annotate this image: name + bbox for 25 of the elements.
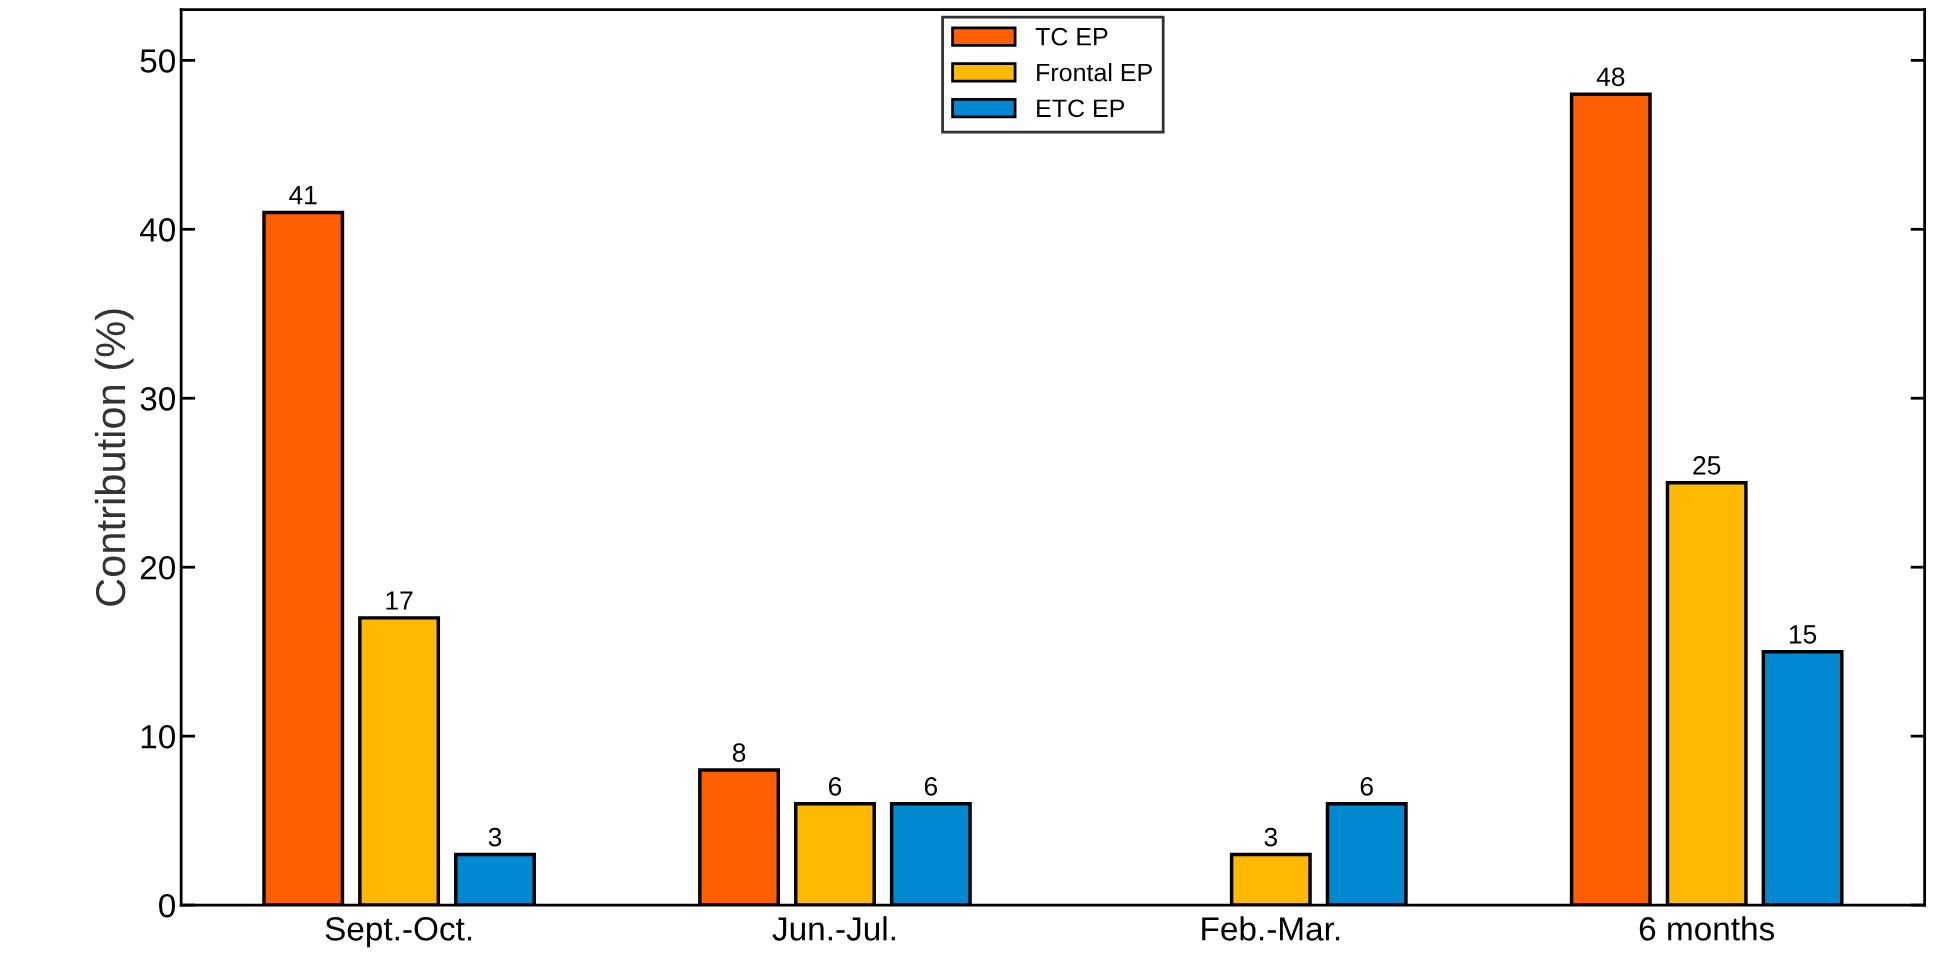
data-label: 6 — [924, 777, 938, 796]
y-tick-label: 40 — [140, 218, 175, 242]
x-tick-label: 6 months — [1639, 916, 1775, 941]
data-label: 6 — [828, 777, 842, 796]
data-label: 3 — [1264, 827, 1278, 847]
y-tick-label: 0 — [159, 893, 175, 918]
y-tick-label: 50 — [140, 49, 175, 73]
data-label: 8 — [732, 743, 746, 762]
x-tick-label: Sept.-Oct. — [325, 917, 472, 948]
y-tick-label: 20 — [140, 556, 175, 580]
legend-label: ETC EP — [1037, 99, 1125, 118]
legend-label: Frontal EP — [1037, 62, 1152, 82]
data-label: 3 — [488, 827, 502, 847]
data-label: 48 — [1596, 67, 1625, 87]
y-tick-label: 10 — [141, 724, 175, 749]
data-label: 6 — [1360, 777, 1373, 796]
x-tick-label: Jun.-Jul. — [772, 916, 895, 941]
data-label: 15 — [1789, 625, 1817, 644]
legend-label: TC EP — [1035, 27, 1108, 46]
x-tick-label: Feb.-Mar. — [1202, 916, 1340, 941]
y-tick-label: 30 — [140, 387, 175, 411]
data-label: 41 — [289, 186, 317, 205]
data-label: 17 — [386, 591, 413, 610]
y-axis-title: Contribution (%) — [94, 309, 134, 606]
data-label: 25 — [1693, 456, 1721, 475]
